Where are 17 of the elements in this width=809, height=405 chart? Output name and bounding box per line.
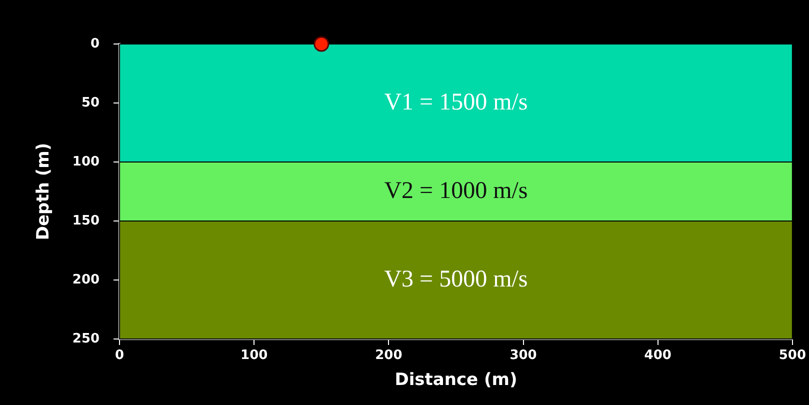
x-tick-label: 200 xyxy=(375,348,402,364)
x-tick-label: 400 xyxy=(644,348,672,364)
band-label: V1 = 1500 m/s xyxy=(384,89,528,116)
x-tick-label: 0 xyxy=(115,348,124,364)
y-tick-label: 50 xyxy=(81,95,100,110)
y-tick-label: 250 xyxy=(72,331,100,346)
x-tick-label: 500 xyxy=(778,348,806,364)
x-axis-title: Distance (m) xyxy=(394,370,518,390)
y-axis-title: Depth (m) xyxy=(34,142,54,240)
y-tick-label: 200 xyxy=(72,272,100,288)
band-label: V3 = 5000 m/s xyxy=(384,266,528,292)
x-tick-label: 300 xyxy=(510,348,537,364)
y-tick-label: 150 xyxy=(72,213,100,228)
y-tick-label: 100 xyxy=(72,154,100,170)
y-tick-label: 0 xyxy=(90,36,100,52)
band-label: V2 = 1000 m/s xyxy=(384,178,528,204)
x-tick-label: 100 xyxy=(240,348,268,364)
